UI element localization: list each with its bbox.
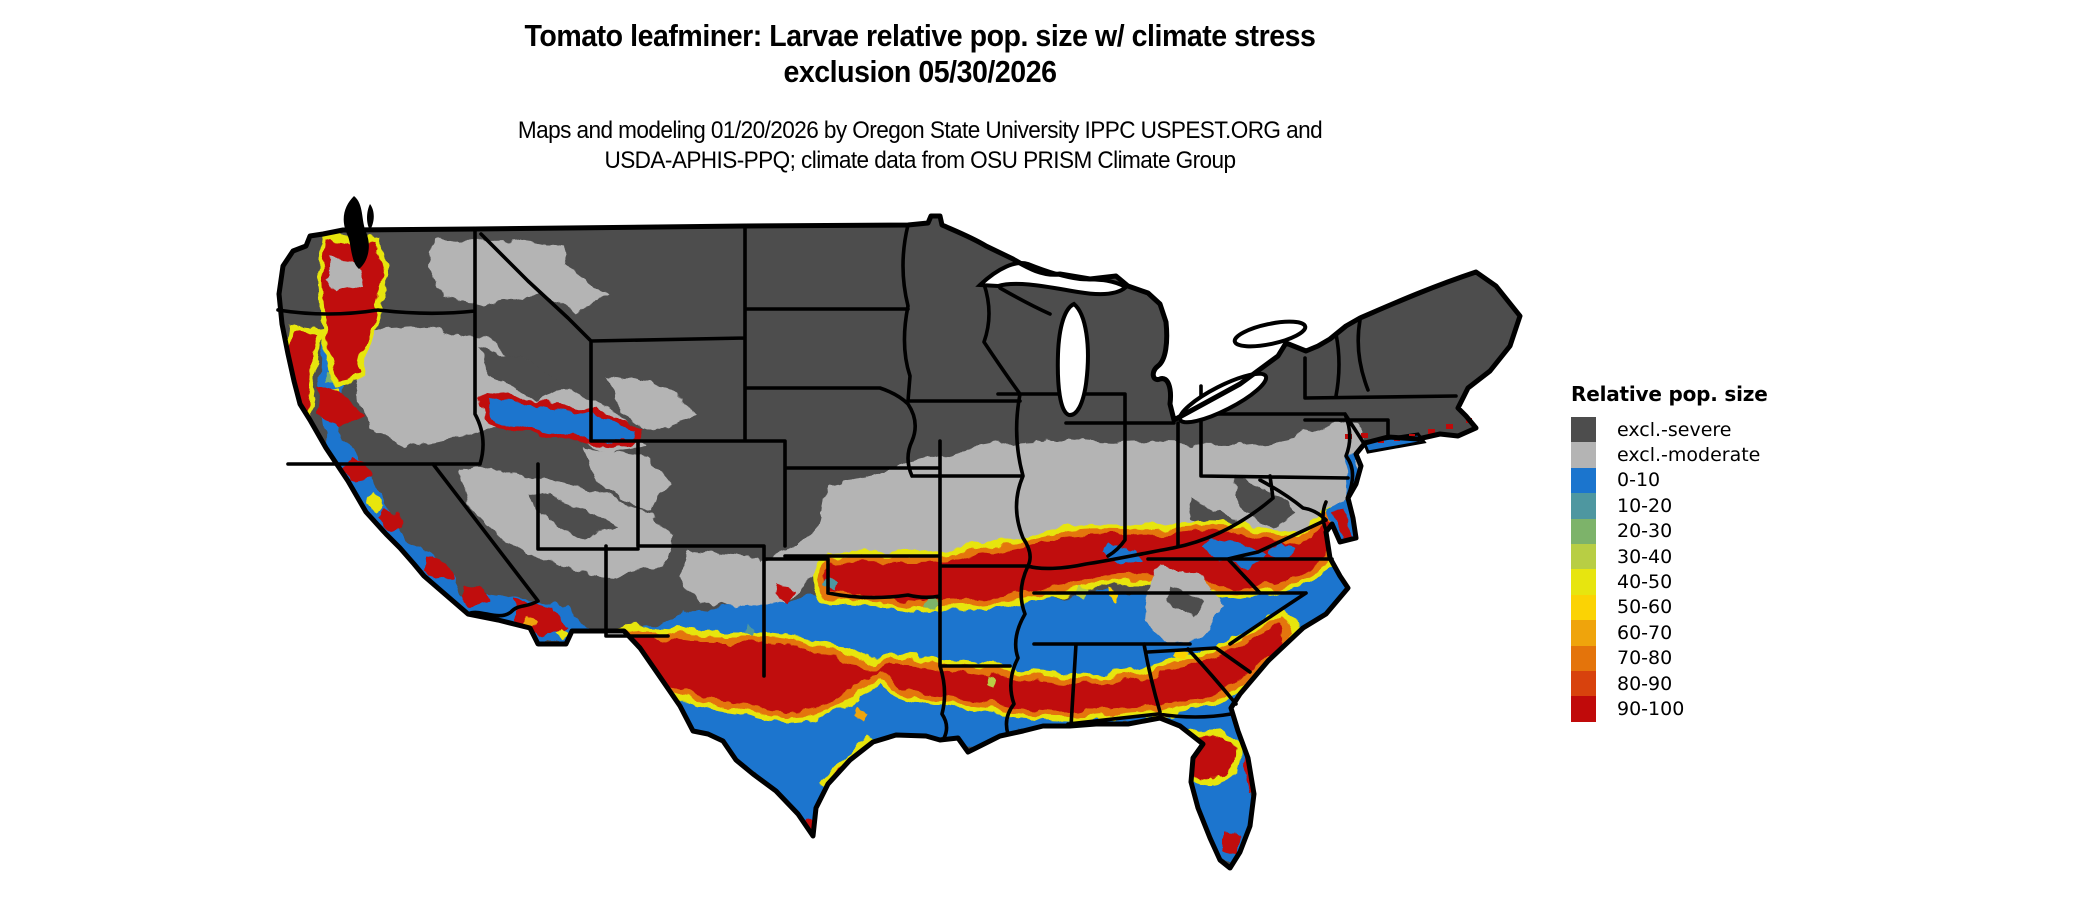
legend-item-label: 40-50 — [1617, 571, 1673, 594]
legend-item: excl.-moderate — [1571, 442, 1871, 468]
great-lakes — [975, 261, 1308, 425]
subtitle-block: Maps and modeling 01/20/2026 by Oregon S… — [0, 116, 1840, 176]
speck-sierra-yellow — [368, 496, 384, 512]
title-block: Tomato leafminer: Larvae relative pop. s… — [0, 18, 1840, 90]
map-legend: Relative pop. size excl.-severe excl.-mo… — [1571, 382, 1871, 722]
zone-red-ncal — [316, 386, 363, 428]
legend-item-label: excl.-moderate — [1617, 444, 1761, 467]
legend-item: 20-30 — [1571, 518, 1871, 544]
zone-columbia-basin — [480, 393, 648, 447]
legend-swatch — [1571, 594, 1596, 621]
zone-moderate-nwmontana — [508, 246, 608, 311]
legend-item: excl.-severe — [1571, 417, 1871, 443]
ridge-bluemtns — [478, 346, 568, 401]
speck-teal2 — [745, 624, 758, 637]
legend-item: 30-40 — [1571, 543, 1871, 570]
legend-item-label: 90-100 — [1617, 697, 1685, 720]
legend-swatch — [1571, 493, 1596, 519]
capecod-red1 — [1446, 424, 1453, 429]
legend-swatch — [1571, 620, 1596, 646]
speck-panhandle-red — [776, 584, 792, 600]
zone-moderate-wyoming — [608, 376, 698, 431]
us-risk-map — [228, 146, 1570, 892]
lake-michigan — [1055, 301, 1090, 417]
legend-item-label: 70-80 — [1617, 647, 1673, 670]
conus-outline — [276, 213, 1523, 871]
legend-swatch — [1571, 670, 1596, 697]
legend-item: 60-70 — [1571, 620, 1871, 646]
ct-coast-red2 — [1361, 433, 1368, 438]
legend-item: 70-80 — [1571, 645, 1871, 671]
legend-item-label: 50-60 — [1617, 596, 1673, 619]
page-title-line1: Tomato leafminer: Larvae relative pop. s… — [524, 18, 1316, 53]
legend-title: Relative pop. size — [1571, 382, 1768, 406]
mottle-az2 — [574, 638, 604, 660]
legend-item: 0-10 — [1571, 467, 1871, 494]
subtitle-line2: USDA-APHIS-PPQ; climate data from OSU PR… — [604, 147, 1236, 174]
mottle-socal1 — [424, 558, 452, 580]
ridge-nevada — [528, 491, 618, 538]
legend-item-label: 10-20 — [1617, 494, 1673, 517]
legend-item: 90-100 — [1571, 696, 1871, 722]
lake-superior — [975, 261, 1130, 297]
lake-erie — [1177, 371, 1269, 425]
mottle-sierra2 — [378, 506, 404, 530]
legend-item-label: 60-70 — [1617, 621, 1673, 644]
legend-swatch — [1571, 696, 1596, 722]
legend-item-label: excl.-severe — [1617, 418, 1732, 441]
subtitle-line1: Maps and modeling 01/20/2026 by Oregon S… — [517, 117, 1323, 144]
mottle-socal2 — [462, 584, 486, 606]
legend-item: 10-20 — [1571, 493, 1871, 519]
legend-item: 80-90 — [1571, 670, 1871, 697]
speck-green1 — [925, 598, 938, 611]
legend-swatch — [1571, 543, 1596, 570]
puget-sound — [343, 196, 374, 269]
speck-az-orange — [524, 616, 538, 629]
speck-orange1 — [853, 706, 866, 719]
legend-item-label: 0-10 — [1617, 469, 1661, 492]
legend-item-label: 20-30 — [1617, 520, 1673, 543]
zone-red-sfl-tip — [1224, 832, 1240, 856]
legend-item: 50-60 — [1571, 594, 1871, 621]
zone-moderate-utah — [583, 446, 673, 511]
zone-olympic-gray — [328, 258, 364, 292]
legend-rows: excl.-severe excl.-moderate 0-10 10-20 2… — [1571, 417, 1871, 722]
legend-swatch — [1571, 417, 1596, 443]
us-map-svg — [276, 196, 1523, 871]
legend-item: 40-50 — [1571, 569, 1871, 595]
legend-swatch — [1571, 645, 1596, 671]
zone-red-delmarva — [1336, 511, 1350, 536]
page-title-line2: exclusion 05/30/2026 — [783, 54, 1057, 89]
legend-swatch — [1571, 442, 1596, 468]
speck-yg2 — [985, 676, 997, 688]
legend-swatch — [1571, 467, 1596, 494]
poke-blue-appalachia1 — [1200, 538, 1268, 570]
legend-swatch — [1571, 518, 1596, 544]
legend-item-label: 80-90 — [1617, 672, 1673, 695]
ri-coast-red — [1428, 429, 1435, 434]
legend-swatch — [1571, 569, 1596, 595]
legend-item-label: 30-40 — [1617, 545, 1673, 568]
lake-ontario — [1232, 319, 1308, 349]
